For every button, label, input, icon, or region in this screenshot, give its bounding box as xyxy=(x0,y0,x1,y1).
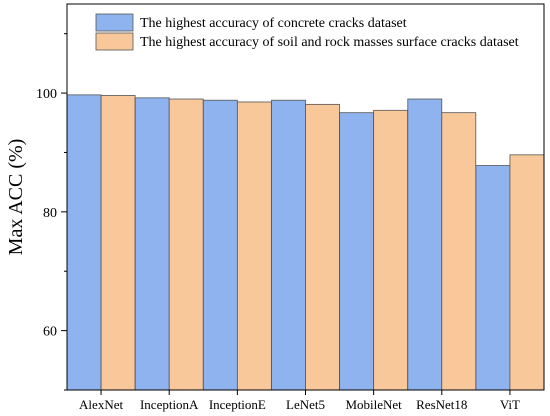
bar-inceptiona-series-1 xyxy=(134,97,170,391)
x-tick-label-lenet5: LeNet5 xyxy=(286,397,325,412)
legend-label-soil-rock: The highest accuracy of soil and rock ma… xyxy=(140,35,519,50)
x-tick-label-inceptione: InceptionE xyxy=(209,397,266,412)
legend-swatch-concrete xyxy=(95,13,134,32)
bar-vit-series-1 xyxy=(475,165,511,391)
bar-resnet18-series-1 xyxy=(407,98,443,391)
y-tick-label-80: 80 xyxy=(43,206,57,221)
legend: The highest accuracy of concrete cracks … xyxy=(95,13,519,51)
y-tick-label-100: 100 xyxy=(36,87,57,102)
bar-alexnet-series-1 xyxy=(66,94,102,391)
x-tick-label-resnet18: ResNet18 xyxy=(416,397,467,412)
bar-mobilenet-series-2 xyxy=(373,109,409,391)
bar-inceptione-series-1 xyxy=(202,99,238,391)
y-axis: 60 80 100 xyxy=(36,33,67,391)
x-tick-label-alexnet: AlexNet xyxy=(79,397,123,412)
bar-vit-series-2 xyxy=(509,154,545,391)
bar-alexnet-series-2 xyxy=(100,95,136,391)
bars-layer xyxy=(66,94,545,391)
bar-lenet5-series-1 xyxy=(271,99,306,391)
bar-inceptione-series-2 xyxy=(236,101,272,391)
legend-swatch-soil-rock xyxy=(95,32,134,51)
x-tick-label-inceptiona: InceptionA xyxy=(140,397,199,412)
bar-resnet18-series-2 xyxy=(441,112,477,391)
legend-label-concrete: The highest accuracy of concrete cracks … xyxy=(140,16,407,31)
y-tick-label-60: 60 xyxy=(43,325,57,340)
x-axis: AlexNet InceptionA InceptionE LeNet5 MobileN… xyxy=(79,390,520,412)
x-tick-label-mobilenet: MobileNet xyxy=(345,397,402,412)
x-tick-label-vit: ViT xyxy=(500,397,520,412)
bar-lenet5-series-2 xyxy=(305,103,340,391)
bar-inceptiona-series-2 xyxy=(168,98,204,391)
bar-mobilenet-series-1 xyxy=(339,112,375,391)
y-axis-label: Max ACC (%) xyxy=(5,139,27,256)
